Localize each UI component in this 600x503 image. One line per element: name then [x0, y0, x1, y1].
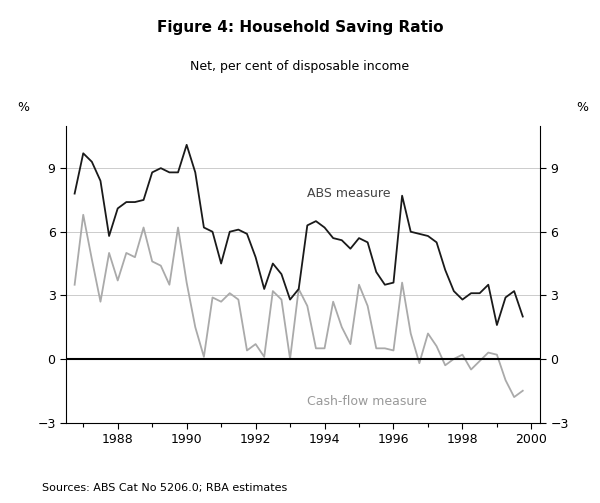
- Text: ABS measure: ABS measure: [307, 187, 391, 200]
- Text: %: %: [17, 101, 29, 114]
- Text: Net, per cent of disposable income: Net, per cent of disposable income: [190, 60, 410, 73]
- Text: Sources: ABS Cat No 5206.0; RBA estimates: Sources: ABS Cat No 5206.0; RBA estimate…: [42, 483, 287, 493]
- Text: Figure 4: Household Saving Ratio: Figure 4: Household Saving Ratio: [157, 20, 443, 35]
- Text: %: %: [577, 101, 589, 114]
- Text: Cash-flow measure: Cash-flow measure: [307, 395, 427, 408]
